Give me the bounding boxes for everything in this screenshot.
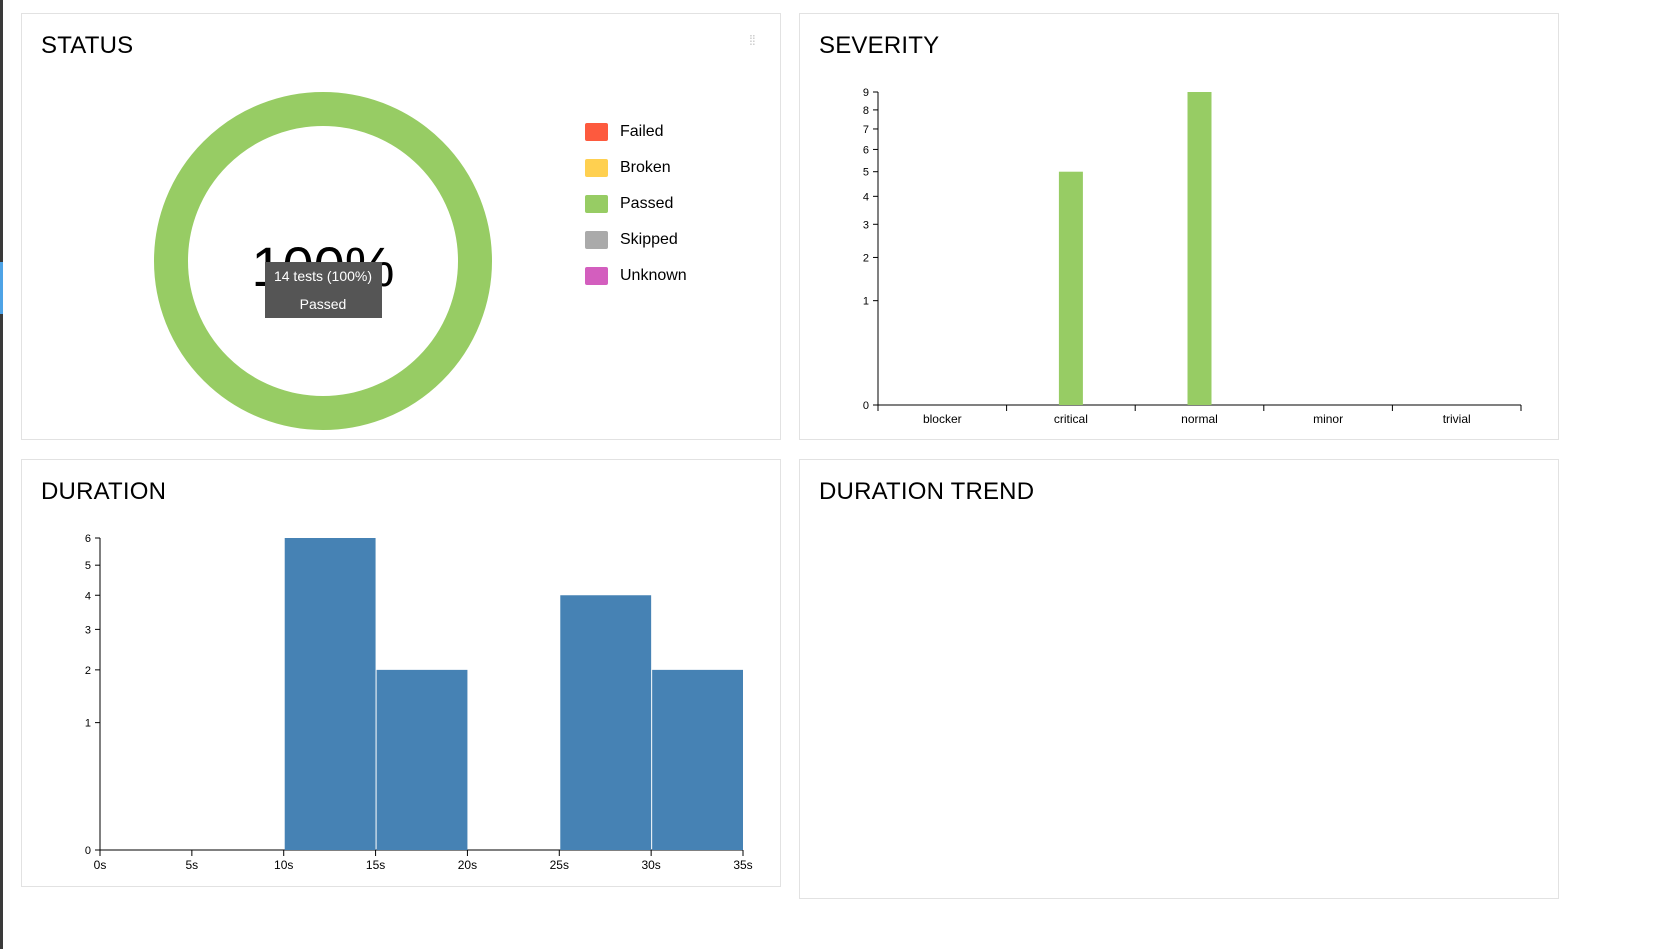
legend-label: Broken <box>620 159 671 176</box>
duration-x-tick-label: 35s <box>733 858 752 872</box>
severity-x-tick-label: critical <box>1054 412 1088 426</box>
legend-label: Unknown <box>620 267 687 284</box>
duration-trend-widget: DURATION TREND <box>799 459 1559 899</box>
legend-swatch <box>585 267 608 285</box>
duration-x-tick-label: 10s <box>274 858 293 872</box>
severity-x-tick-label: normal <box>1181 412 1218 426</box>
status-donut: 100% 14 tests (100%) Passed <box>154 92 492 430</box>
severity-bar-critical[interactable] <box>1058 171 1083 405</box>
duration-title: DURATION <box>41 478 167 505</box>
duration-x-tick-label: 25s <box>550 858 569 872</box>
duration-y-tick-label: 1 <box>85 718 91 730</box>
left-rail <box>0 0 3 949</box>
duration-bar-30-35[interactable] <box>652 669 743 850</box>
severity-y-tick-label: 7 <box>863 124 869 136</box>
status-tooltip-line2: Passed <box>300 296 347 312</box>
severity-y-tick-label: 8 <box>863 105 869 117</box>
status-legend: Failed Broken Passed Skipped Unknown <box>585 114 687 294</box>
severity-y-tick-label: 5 <box>863 167 869 179</box>
left-rail-active-indicator <box>0 262 3 314</box>
duration-x-tick-label: 0s <box>94 858 107 872</box>
severity-y-tick-label: 0 <box>863 400 869 412</box>
legend-swatch <box>585 123 608 141</box>
duration-bar-15-20[interactable] <box>376 669 468 850</box>
duration-x-tick-label: 15s <box>366 858 385 872</box>
duration-x-tick-label: 5s <box>186 858 199 872</box>
severity-x-tick-label: minor <box>1313 412 1343 426</box>
severity-widget: SEVERITY 0 1 2 3 4 5 6 7 8 9 blocker critical normal… <box>799 13 1559 440</box>
severity-x-tick-label: blocker <box>923 412 962 426</box>
duration-y-tick-label: 6 <box>85 533 91 545</box>
legend-item-broken[interactable]: Broken <box>585 150 687 186</box>
legend-item-failed[interactable]: Failed <box>585 114 687 150</box>
duration-x-tick-label: 30s <box>641 858 660 872</box>
duration-widget: DURATION 0 1 2 3 4 5 6 0s 5s 10s 15s 20s 25s 30s 35s <box>21 459 781 887</box>
status-tooltip-box <box>265 262 382 318</box>
duration-y-tick-label: 3 <box>85 624 91 636</box>
severity-title: SEVERITY <box>819 32 940 59</box>
grip-dots-icon[interactable]: ⁞⁞ <box>749 32 756 48</box>
legend-item-unknown[interactable]: Unknown <box>585 258 687 294</box>
legend-item-passed[interactable]: Passed <box>585 186 687 222</box>
legend-label: Passed <box>620 195 674 212</box>
severity-y-tick-label: 6 <box>863 144 869 156</box>
status-title: STATUS <box>41 32 134 59</box>
legend-label: Skipped <box>620 231 678 248</box>
legend-swatch <box>585 159 608 177</box>
status-widget: STATUS ⁞⁞ 100% 14 tests (100%) Passed Fa… <box>21 13 781 440</box>
severity-x-tick-label: trivial <box>1443 412 1471 426</box>
duration-bar-25-30[interactable] <box>560 595 652 850</box>
duration-chart: 0 1 2 3 4 5 6 0s 5s 10s 15s 20s 25s 30s 35s <box>85 533 753 872</box>
status-tooltip-line1: 14 tests (100%) <box>274 268 372 284</box>
duration-x-tick-label: 20s <box>458 858 477 872</box>
severity-y-tick-label: 2 <box>863 252 869 264</box>
status-ring[interactable] <box>154 92 492 430</box>
severity-bar-normal[interactable] <box>1187 92 1212 405</box>
duration-y-tick-label: 5 <box>85 560 91 572</box>
severity-y-tick-label: 3 <box>863 219 869 231</box>
legend-swatch <box>585 231 608 249</box>
severity-chart: 0 1 2 3 4 5 6 7 8 9 blocker critical normal minor triv… <box>863 87 1522 426</box>
legend-swatch <box>585 195 608 213</box>
duration-y-tick-label: 2 <box>85 665 91 677</box>
legend-item-skipped[interactable]: Skipped <box>585 222 687 258</box>
duration-trend-title: DURATION TREND <box>819 478 1035 505</box>
duration-bar-10-15[interactable] <box>284 538 376 850</box>
severity-y-tick-label: 9 <box>863 87 869 99</box>
legend-label: Failed <box>620 123 664 140</box>
severity-y-tick-label: 1 <box>863 296 869 308</box>
duration-y-tick-label: 0 <box>85 845 91 857</box>
severity-y-tick-label: 4 <box>863 191 869 203</box>
duration-y-tick-label: 4 <box>85 590 91 602</box>
